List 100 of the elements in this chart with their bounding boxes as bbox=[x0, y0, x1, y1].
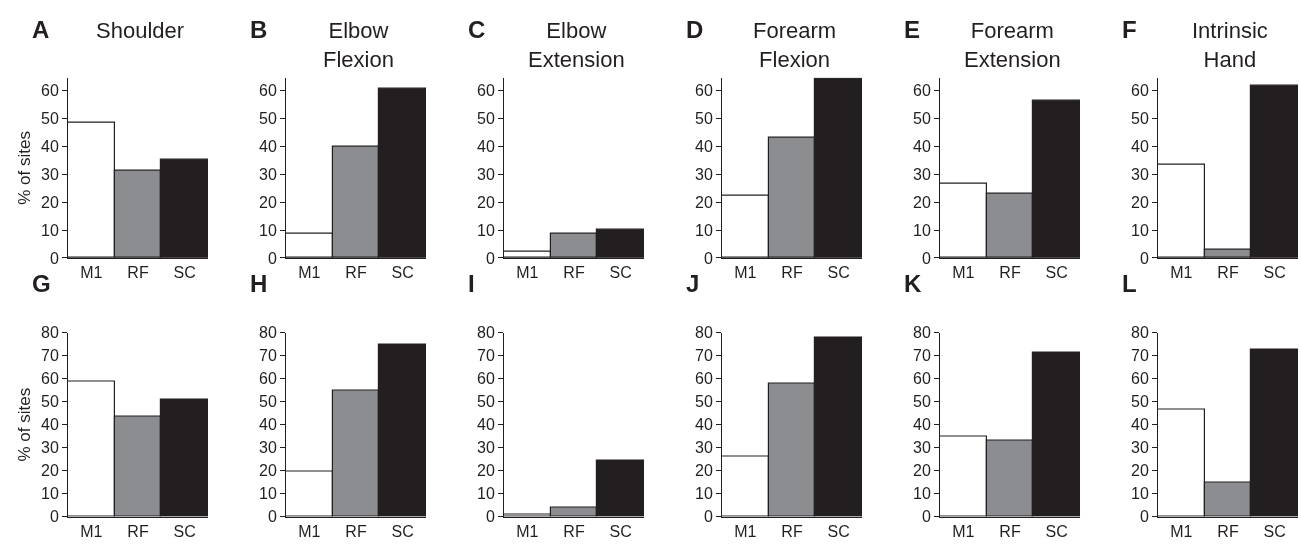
y-tick-label: 10 bbox=[477, 221, 495, 239]
x-tick-label: RF bbox=[1217, 264, 1239, 282]
y-tick-label: 30 bbox=[259, 439, 277, 457]
y-tick-label: 40 bbox=[259, 137, 277, 155]
x-tick-label: RF bbox=[999, 522, 1021, 540]
y-tick-label: 20 bbox=[259, 462, 277, 480]
y-tick-label: 0 bbox=[703, 508, 713, 526]
x-tick-label: SC bbox=[1263, 522, 1286, 540]
y-tick-label: 20 bbox=[41, 193, 59, 211]
y-tick-label: 10 bbox=[477, 485, 495, 503]
y-tick-label: 40 bbox=[913, 137, 931, 155]
x-tick-label: SC bbox=[609, 264, 632, 282]
y-tick-label: 30 bbox=[1131, 165, 1149, 183]
y-tick-label: 10 bbox=[41, 485, 59, 503]
y-tick-label: 20 bbox=[41, 462, 59, 480]
y-tick-label: 10 bbox=[259, 485, 277, 503]
y-tick-label: 30 bbox=[913, 439, 931, 457]
x-tick-label: M1 bbox=[1170, 522, 1193, 540]
chart-title: Elbow Flexion bbox=[323, 18, 394, 72]
y-tick-label: 80 bbox=[1131, 324, 1149, 342]
x-tick-label: RF bbox=[127, 522, 149, 540]
y-tick-label: 60 bbox=[477, 370, 495, 388]
text: A bbox=[32, 16, 50, 43]
text: H bbox=[250, 270, 268, 297]
x-tick-label: SC bbox=[827, 264, 850, 282]
x-tick-label: SC bbox=[827, 522, 850, 540]
y-tick-label: 40 bbox=[913, 416, 931, 434]
y-tick-label: 60 bbox=[1131, 81, 1149, 99]
y-tick-label: 10 bbox=[1131, 485, 1149, 503]
y-tick-label: 50 bbox=[477, 109, 495, 127]
y-tick-label: 20 bbox=[477, 193, 495, 211]
y-tick-label: 30 bbox=[477, 165, 495, 183]
y-tick-label: 40 bbox=[477, 416, 495, 434]
text: F bbox=[1122, 16, 1137, 43]
chart-title: Forearm Flexion bbox=[753, 18, 837, 72]
y-tick-label: 20 bbox=[259, 193, 277, 211]
x-tick-label: M1 bbox=[80, 522, 103, 540]
y-tick-label: 10 bbox=[41, 221, 59, 239]
y-tick-label: 60 bbox=[41, 370, 59, 388]
x-tick-label: M1 bbox=[952, 522, 975, 540]
text: J bbox=[686, 270, 700, 297]
y-tick-label: 30 bbox=[41, 439, 59, 457]
y-tick-label: 60 bbox=[695, 370, 713, 388]
y-tick-label: 40 bbox=[1131, 416, 1149, 434]
x-tick-label: SC bbox=[173, 522, 196, 540]
y-tick-label: 10 bbox=[695, 221, 713, 239]
y-tick-label: 10 bbox=[259, 221, 277, 239]
y-tick-label: 80 bbox=[695, 324, 713, 342]
y-tick-label: 40 bbox=[695, 416, 713, 434]
y-tick-label: 50 bbox=[1131, 109, 1149, 127]
y-tick-label: 10 bbox=[695, 485, 713, 503]
text: L bbox=[1122, 270, 1137, 297]
y-tick-label: 20 bbox=[1131, 193, 1149, 211]
y-tick-label: 0 bbox=[49, 508, 59, 526]
x-tick-label: RF bbox=[345, 264, 367, 282]
y-tick-label: 0 bbox=[485, 508, 495, 526]
y-tick-label: 50 bbox=[259, 393, 277, 411]
y-tick-label: 40 bbox=[41, 137, 59, 155]
y-tick-label: 10 bbox=[1131, 221, 1149, 239]
x-tick-label: RF bbox=[999, 264, 1021, 282]
x-tick-label: M1 bbox=[734, 264, 757, 282]
x-tick-label: SC bbox=[1045, 522, 1068, 540]
y-tick-label: 0 bbox=[267, 249, 277, 267]
y-tick-label: 70 bbox=[259, 347, 277, 365]
y-tick-label: 70 bbox=[41, 347, 59, 365]
y-axis-title: % of sites bbox=[14, 131, 34, 205]
x-tick-label: RF bbox=[127, 264, 149, 282]
y-tick-label: 30 bbox=[695, 439, 713, 457]
y-axis-title: % of sites bbox=[14, 387, 34, 462]
x-tick-label: RF bbox=[345, 522, 367, 540]
y-tick-label: 60 bbox=[259, 81, 277, 99]
x-tick-label: SC bbox=[1263, 264, 1286, 282]
y-tick-label: 70 bbox=[913, 347, 931, 365]
y-tick-label: 60 bbox=[913, 81, 931, 99]
y-tick-label: 50 bbox=[695, 109, 713, 127]
y-tick-label: 0 bbox=[49, 249, 59, 267]
y-tick-label: 30 bbox=[695, 165, 713, 183]
x-tick-label: SC bbox=[1045, 264, 1068, 282]
chart-title: Elbow Extension bbox=[528, 18, 625, 72]
x-tick-label: RF bbox=[563, 264, 585, 282]
y-tick-label: 80 bbox=[477, 324, 495, 342]
x-tick-label: RF bbox=[563, 522, 585, 540]
y-tick-label: 40 bbox=[477, 137, 495, 155]
y-tick-label: 60 bbox=[695, 81, 713, 99]
text: K bbox=[904, 270, 922, 297]
text: G bbox=[32, 270, 51, 297]
y-tick-label: 40 bbox=[1131, 137, 1149, 155]
x-tick-label: M1 bbox=[734, 522, 757, 540]
y-tick-label: 30 bbox=[913, 165, 931, 183]
y-tick-label: 0 bbox=[485, 249, 495, 267]
y-tick-label: 50 bbox=[41, 393, 59, 411]
y-tick-label: 50 bbox=[41, 109, 59, 127]
x-tick-label: SC bbox=[609, 522, 632, 540]
x-tick-label: M1 bbox=[952, 264, 975, 282]
y-tick-label: 40 bbox=[695, 137, 713, 155]
y-tick-label: 30 bbox=[477, 439, 495, 457]
chart-title: Intrinsic Hand bbox=[1192, 18, 1268, 72]
x-tick-label: M1 bbox=[1170, 264, 1193, 282]
y-tick-label: 40 bbox=[41, 416, 59, 434]
y-tick-label: 20 bbox=[477, 462, 495, 480]
